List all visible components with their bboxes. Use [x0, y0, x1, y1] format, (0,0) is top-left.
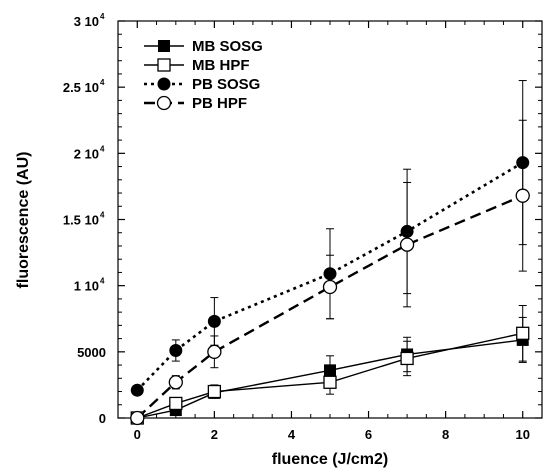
x-tick-label: 2: [211, 427, 218, 442]
y-tick-label: 0: [99, 411, 106, 426]
legend-marker-2: [157, 77, 171, 91]
data-point-3: [130, 410, 145, 426]
data-point-1: [207, 384, 222, 399]
data-point-1: [400, 351, 414, 366]
x-axis: 0 2 4 6 8 10: [134, 21, 530, 442]
data-point-3: [515, 188, 530, 203]
x-tick-label: 0: [134, 427, 141, 442]
data-point-1: [516, 326, 530, 340]
x-axis-title: fluence (J/cm2): [272, 451, 388, 468]
y-tick-label: 1 10: [74, 279, 99, 294]
data-point-1: [169, 396, 183, 411]
data-point-3: [207, 344, 222, 359]
legend-label-2: PB SOSG: [192, 76, 260, 93]
x-tick-label: 4: [288, 427, 296, 442]
y-tick-exponent: 4: [100, 277, 105, 286]
data-point-1: [323, 375, 337, 389]
data-point-2: [400, 224, 414, 238]
data-point-3: [322, 279, 338, 295]
y-tick-exponent: 4: [100, 144, 105, 153]
legend-marker-0: [158, 40, 170, 52]
data-point-2: [516, 156, 530, 170]
series-layer: [130, 80, 530, 426]
x-tick-label: 6: [365, 427, 372, 442]
legend: MB SOSG MB HPF PB SOSG PB HPF: [144, 38, 263, 112]
data-point-2: [323, 267, 337, 281]
y-tick-label: 1.5 10: [63, 213, 99, 228]
x-tick-label: 10: [515, 427, 529, 442]
data-point-2: [130, 383, 144, 397]
y-tick-label: 2 10: [74, 146, 99, 161]
series-line-0: [137, 339, 523, 419]
y-tick-exponent: 4: [100, 211, 105, 220]
y-tick-label: 2.5 10: [63, 80, 99, 95]
legend-label-1: MB HPF: [192, 57, 250, 74]
series-line-3: [136, 194, 524, 419]
x-tick-label: 8: [442, 427, 449, 442]
y-tick-exponent: 4: [100, 78, 105, 87]
legend-label-0: MB SOSG: [192, 38, 263, 55]
y-tick-label: 5000: [77, 345, 106, 360]
legend-marker-1: [157, 58, 171, 72]
legend-marker-3: [156, 95, 172, 111]
data-point-3: [399, 237, 415, 252]
data-point-2: [169, 344, 183, 358]
data-point-3: [168, 375, 183, 390]
y-tick-label: 3 10: [74, 14, 99, 29]
y-tick-exponent: 4: [100, 12, 105, 21]
data-point-0: [324, 364, 336, 377]
data-point-2: [207, 314, 221, 328]
y-axis-title: fluorescence (AU): [15, 152, 32, 289]
legend-label-3: PB HPF: [192, 95, 247, 112]
